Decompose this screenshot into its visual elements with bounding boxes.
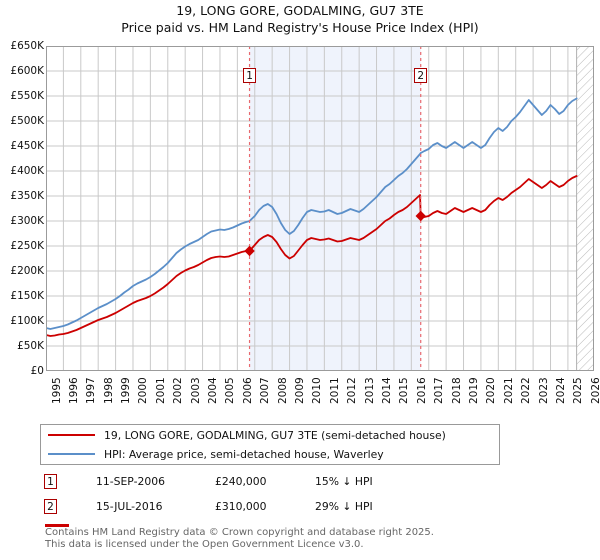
incomplete-data-hatched-region	[576, 46, 594, 371]
annotation-marker-box: 1	[243, 68, 257, 83]
legend-color-swatch-hpi	[48, 453, 95, 455]
plot-border	[46, 46, 594, 371]
sale-date: 11-SEP-2006	[96, 475, 165, 488]
x-axis-tick-label: 1999	[120, 377, 133, 404]
legend-color-swatch-price-paid	[48, 434, 95, 436]
sale-point-marker	[244, 245, 255, 257]
sale-vs-hpi: 15% ↓ HPI	[315, 475, 373, 488]
x-axis-tick-label: 2023	[537, 377, 550, 404]
x-axis-tick-label: 2018	[450, 377, 463, 404]
y-axis-tick-label: £500K	[10, 115, 44, 127]
x-axis-tick-label: 2012	[346, 377, 359, 404]
x-axis-tick-label: 2025	[572, 377, 585, 404]
footer-line-licence: This data is licensed under the Open Gov…	[45, 538, 364, 550]
legend-row: 19, LONG GORE, GODALMING, GU7 3TE (semi-…	[41, 425, 446, 445]
x-axis-tick-label: 2001	[154, 377, 167, 404]
y-axis-tick-label: £350K	[10, 190, 44, 202]
x-axis-tick-label: 2010	[311, 377, 324, 404]
legend-label-hpi: HPI: Average price, semi-detached house,…	[104, 447, 384, 461]
y-axis-tick-label: £250K	[10, 240, 44, 252]
x-axis-tick-label: 2000	[137, 377, 150, 404]
x-axis-tick-label: 2019	[468, 377, 481, 404]
x-axis-tick-label: 1996	[67, 377, 80, 404]
x-axis-tick-label: 2006	[241, 377, 254, 404]
chart-legend: 19, LONG GORE, GODALMING, GU7 3TE (semi-…	[40, 424, 500, 465]
x-axis-tick-label: 2004	[207, 377, 220, 404]
series-line-hpi	[46, 97, 578, 330]
x-axis-tick-label: 2014	[381, 377, 394, 404]
y-axis-tick-label: £100K	[10, 315, 44, 327]
y-axis-tick-label: £0	[30, 365, 44, 377]
x-axis-tick-label: 2011	[328, 377, 341, 404]
x-axis-tick-label: 2016	[415, 377, 428, 404]
sale-marker-number: 2	[44, 499, 57, 514]
x-axis-tick-label: 2022	[520, 377, 533, 404]
sale-point-marker	[415, 210, 426, 222]
y-axis-tick-label: £650K	[10, 40, 44, 52]
page-title: 19, LONG GORE, GODALMING, GU7 3TE Price …	[0, 2, 600, 36]
table-row: 1 11-SEP-2006 £240,000 15% ↓ HPI	[40, 472, 490, 497]
footer-attribution: Contains HM Land Registry data © Crown c…	[45, 527, 585, 550]
sales-table: 1 11-SEP-2006 £240,000 15% ↓ HPI 2 15-JU…	[40, 472, 490, 522]
sale-price: £240,000	[215, 475, 267, 488]
x-axis-tick-label: 2017	[433, 377, 446, 404]
chart-plot-area	[46, 46, 594, 371]
chart-subtitle: Price paid vs. HM Land Registry's House …	[121, 20, 479, 35]
table-row: 2 15-JUL-2016 £310,000 29% ↓ HPI	[40, 497, 490, 522]
legend-label-price-paid: 19, LONG GORE, GODALMING, GU7 3TE (semi-…	[104, 428, 446, 442]
chart-title: 19, LONG GORE, GODALMING, GU7 3TE	[176, 3, 424, 18]
x-axis-tick-label: 2015	[398, 377, 411, 404]
x-axis-tick-label: 2013	[363, 377, 376, 404]
ownership-shaded-region	[249, 46, 421, 371]
x-axis-tick-label: 2005	[224, 377, 237, 404]
x-axis-tick-label: 2024	[555, 377, 567, 404]
series-line-price-paid	[46, 175, 578, 337]
y-axis-tick-label: £50K	[17, 340, 44, 352]
annotation-marker-box: 2	[414, 68, 428, 83]
chart-svg	[46, 46, 594, 371]
x-axis-tick-label: 2020	[485, 377, 498, 404]
x-axis-tick-label: 2009	[294, 377, 307, 404]
sale-marker-number: 1	[44, 474, 57, 489]
y-axis-tick-label: £150K	[10, 290, 44, 302]
x-axis-tick-label: 1998	[102, 377, 115, 404]
x-axis-tick-label: 2021	[502, 377, 515, 404]
footer-line-copyright: Contains HM Land Registry data © Crown c…	[45, 527, 434, 538]
sale-vs-hpi: 29% ↓ HPI	[315, 500, 373, 513]
y-axis-tick-label: £450K	[10, 140, 44, 152]
sale-price: £310,000	[215, 500, 267, 513]
x-axis-tick-label: 2026	[589, 377, 600, 404]
y-axis-tick-label: £300K	[10, 215, 44, 227]
y-axis-tick-label: £400K	[10, 165, 44, 177]
y-axis-tick-label: £600K	[10, 65, 44, 77]
legend-row: HPI: Average price, semi-detached house,…	[41, 444, 384, 464]
footer-divider	[45, 524, 69, 527]
y-axis-labels: £0 £50K £100K £150K £200K £250K £300K £350K £400…	[0, 0, 44, 420]
x-axis-tick-label: 2008	[276, 377, 289, 404]
y-axis-tick-label: £200K	[10, 265, 44, 277]
x-axis-tick-label: 1995	[50, 377, 63, 404]
y-axis-tick-label: £550K	[10, 90, 44, 102]
x-axis-tick-label: 1997	[85, 377, 98, 404]
x-axis-tick-label: 2007	[259, 377, 272, 404]
sale-date: 15-JUL-2016	[96, 500, 163, 513]
x-axis-tick-label: 2002	[172, 377, 185, 404]
x-axis-tick-label: 2003	[189, 377, 202, 404]
